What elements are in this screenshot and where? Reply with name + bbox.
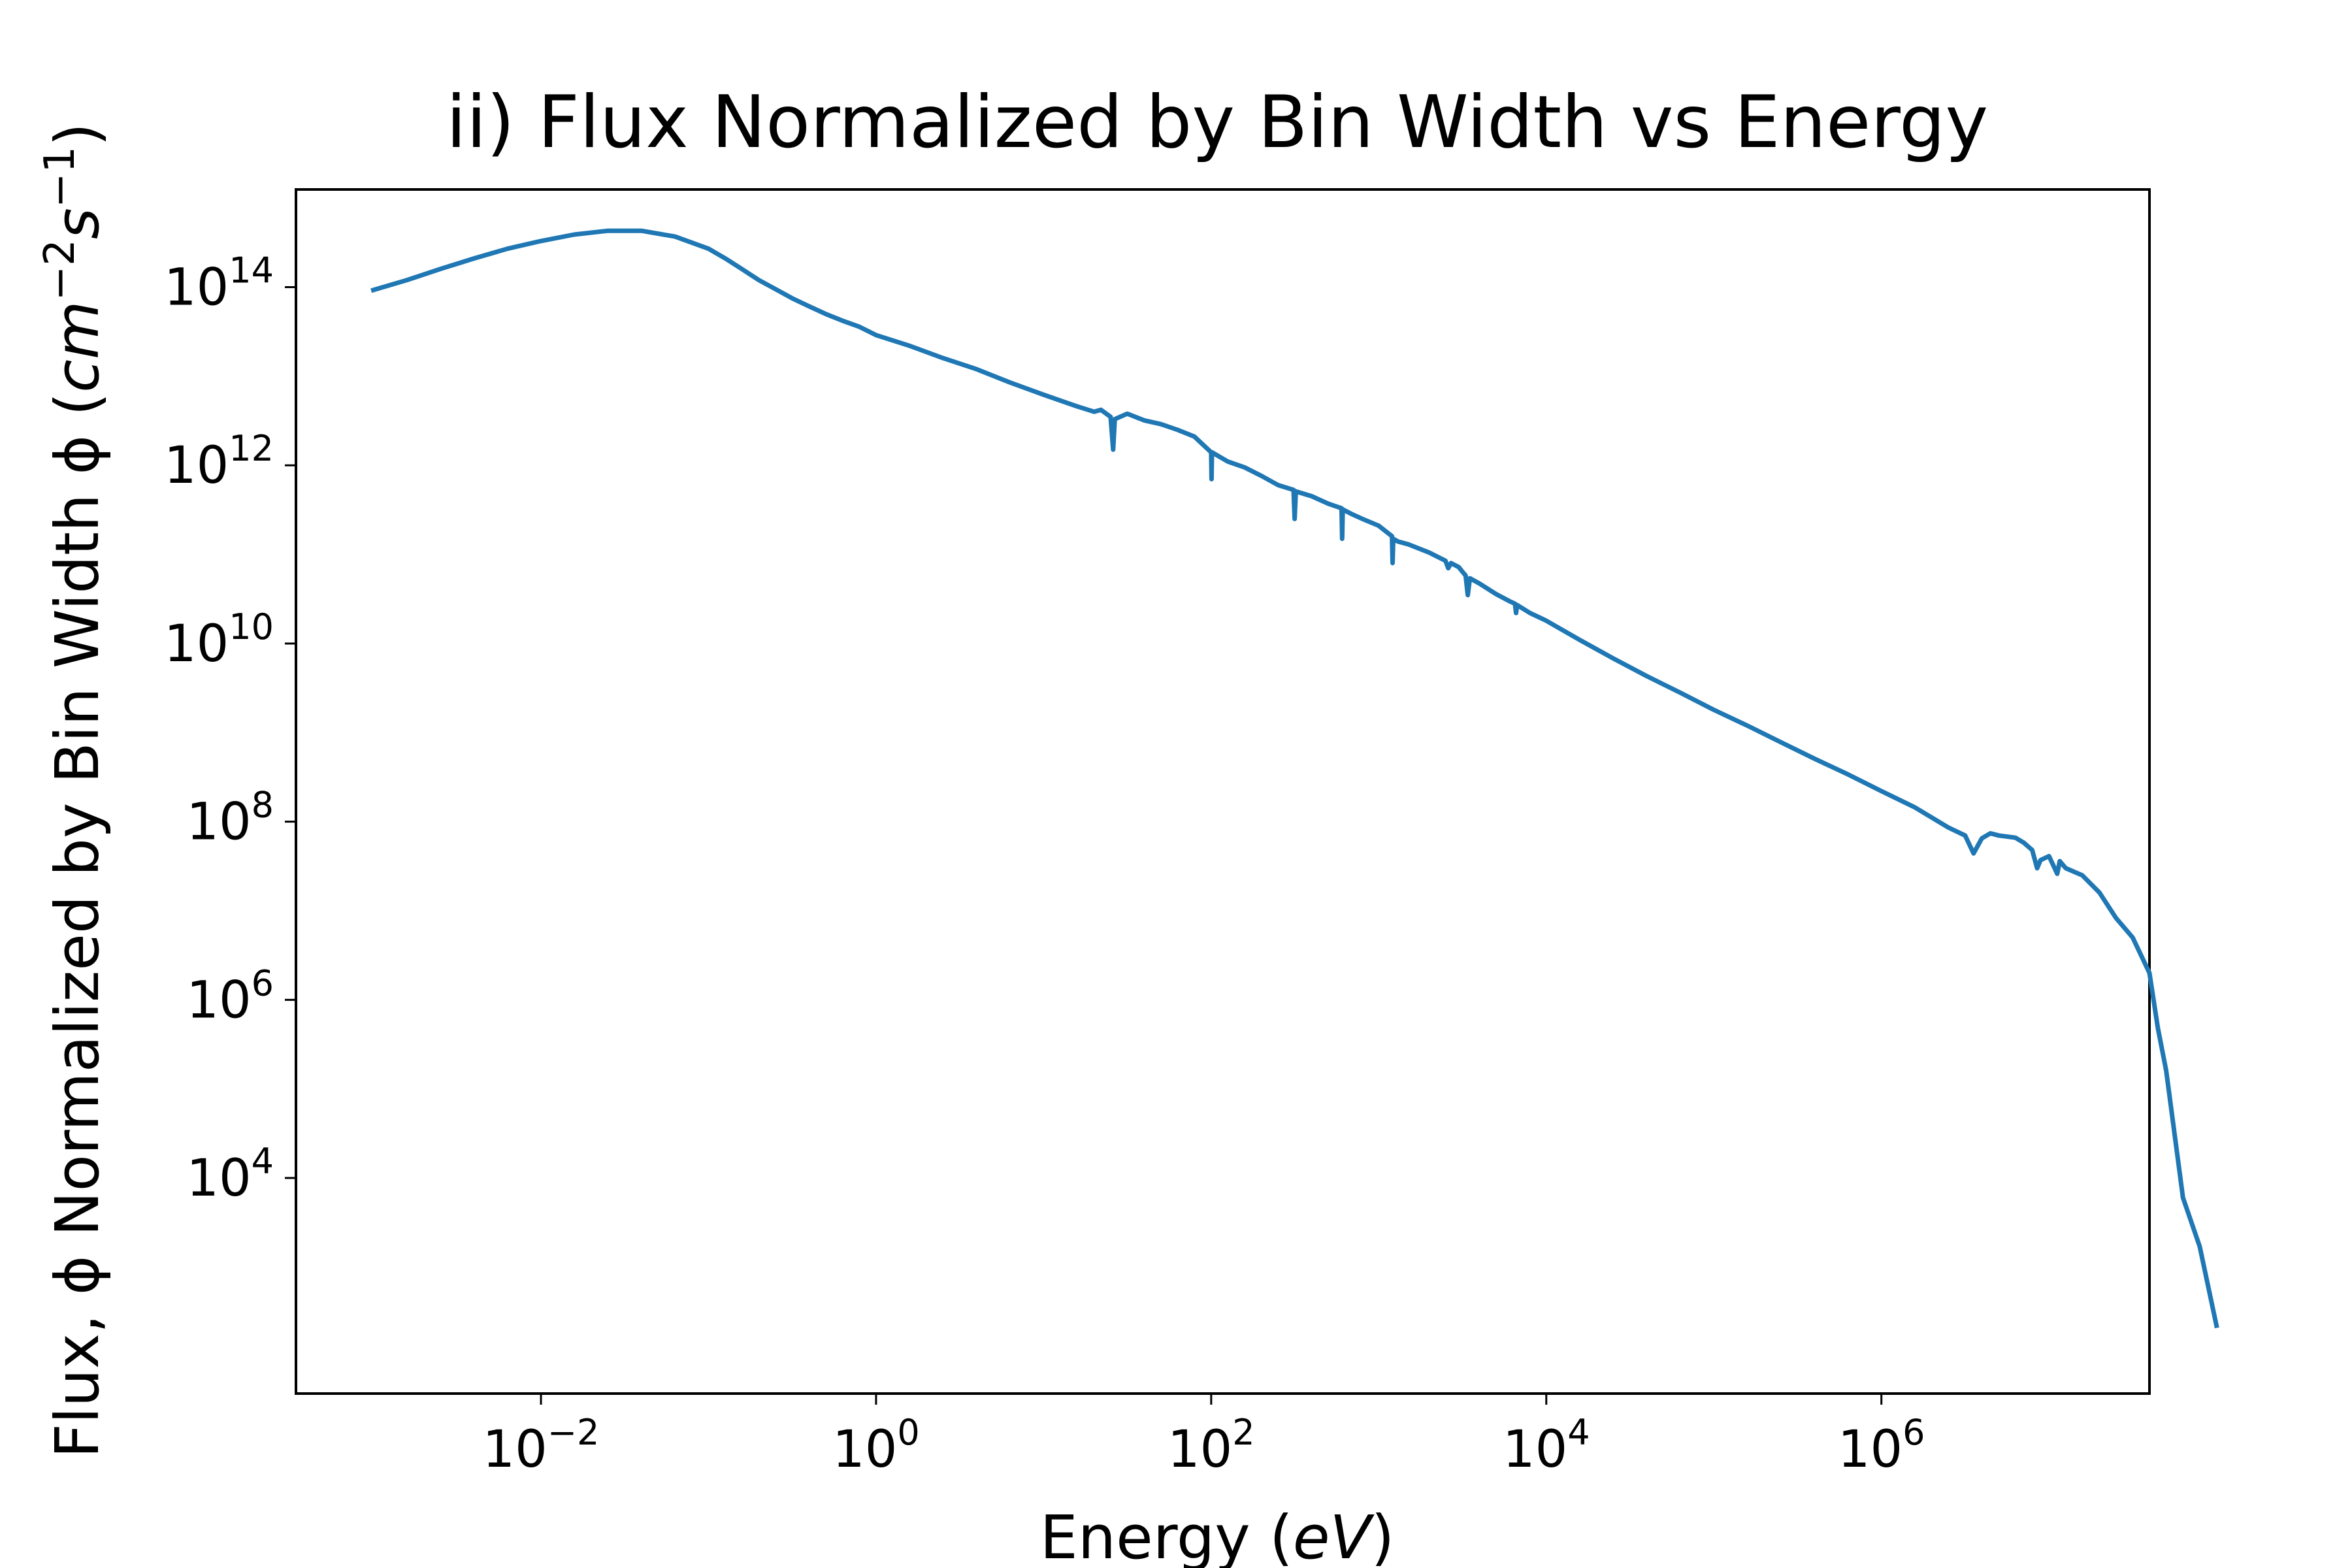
y-tick-label: 106 <box>186 962 274 1030</box>
y-axis-label-exp1: −2 <box>36 239 84 301</box>
x-tick-label: 102 <box>1168 1412 1255 1479</box>
y-axis-ticks: 104 106 108 1010 1012 1014 <box>164 250 296 1208</box>
y-axis-label-unit1: cm <box>42 301 112 393</box>
y-axis-label-main: Flux, ϕ Normalized by Bin Width ϕ ( <box>42 393 112 1458</box>
x-tick-label: 106 <box>1838 1412 1925 1479</box>
x-tick-label: 100 <box>832 1412 920 1479</box>
flux-series-line <box>370 228 2219 1329</box>
chart-title: ii) Flux Normalized by Bin Width vs Ener… <box>446 80 1988 165</box>
x-axis-label-main: Energy ( <box>1040 1503 1293 1568</box>
y-tick-label: 1014 <box>164 250 274 318</box>
y-tick-label: 108 <box>186 785 274 852</box>
x-tick-label: 104 <box>1503 1412 1590 1479</box>
x-axis-label-unit: eV <box>1293 1503 1375 1568</box>
x-axis-ticks: 10−2 100 102 104 106 <box>483 1394 1925 1479</box>
y-tick-label: 1010 <box>164 606 274 674</box>
plot-frame <box>295 188 2151 1395</box>
x-axis-label: Energy (eV) <box>1040 1503 1395 1568</box>
y-tick-label: 1012 <box>164 428 274 495</box>
plot-area <box>295 188 2151 1395</box>
x-tick-label: 10−2 <box>483 1412 600 1479</box>
y-axis-label-unit2: s <box>42 208 112 239</box>
y-axis-label-exp2: −1 <box>36 146 84 208</box>
series-layer <box>370 228 2219 1329</box>
y-axis-label-close: ) <box>42 123 112 146</box>
y-axis-label: Flux, ϕ Normalized by Bin Width ϕ (cm−2s… <box>36 123 112 1458</box>
y-tick-label: 104 <box>186 1141 274 1208</box>
x-axis-label-close: ) <box>1371 1503 1394 1568</box>
